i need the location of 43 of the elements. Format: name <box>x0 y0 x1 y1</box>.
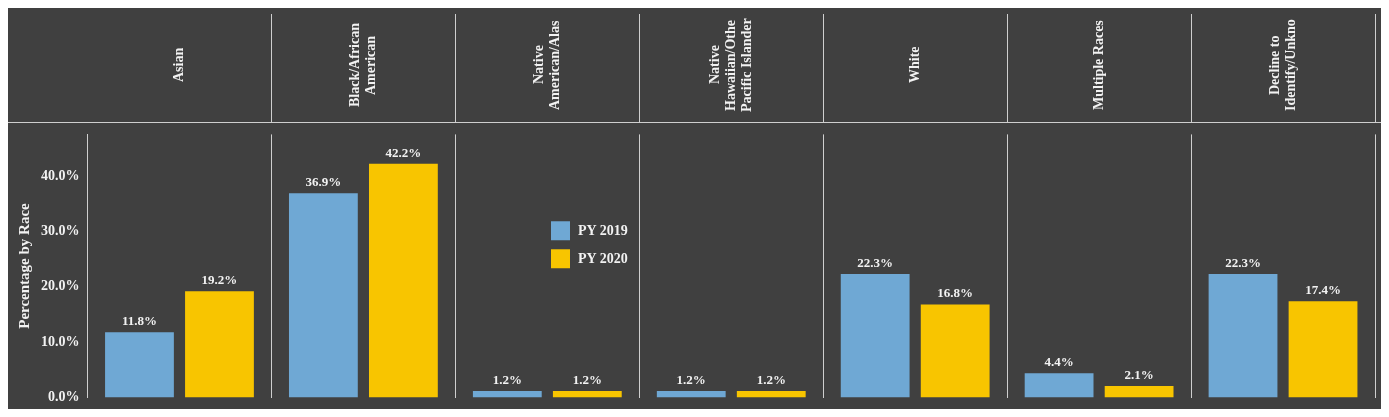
y-tick-label: 40.0% <box>41 167 80 183</box>
bar <box>920 304 990 398</box>
bar <box>105 332 174 398</box>
x-tick-label: Decline to Identify/Unkno <box>1267 18 1299 113</box>
bar <box>552 390 622 398</box>
data-label: 22.3% <box>1225 254 1261 270</box>
bar <box>736 390 806 398</box>
y-tick-label: 30.0% <box>41 222 80 238</box>
data-label: 16.8% <box>937 285 974 301</box>
data-label: 1.2% <box>756 371 786 387</box>
bar <box>1208 274 1278 398</box>
data-label: 17.4% <box>1305 282 1341 298</box>
bar <box>1024 373 1094 398</box>
x-tick-label: Multiple Races <box>1091 19 1108 112</box>
data-label: 1.2% <box>676 371 706 387</box>
data-label: 2.1% <box>1124 366 1154 382</box>
y-tick-label: 10.0% <box>41 333 80 349</box>
x-tick-label: Native American/Alas <box>531 19 564 112</box>
data-label: 19.2% <box>201 272 238 288</box>
data-label: 11.8% <box>121 313 157 329</box>
y-tick-label: 20.0% <box>41 278 80 294</box>
data-label: 1.2% <box>492 371 522 387</box>
y-axis-title: Percentage by Race <box>15 202 32 329</box>
bar <box>472 390 542 398</box>
x-tick-label: Native Hawaiian/Othe Pacific Islander <box>707 17 756 114</box>
bar <box>656 390 726 398</box>
bar <box>1288 301 1358 398</box>
bar <box>288 193 358 398</box>
y-tick-label: 0.0% <box>48 389 80 405</box>
data-label: 22.3% <box>857 254 894 270</box>
x-tick-label: Black/African American <box>347 22 380 109</box>
legend-label: PY 2019 <box>578 222 628 238</box>
bar <box>185 291 254 398</box>
bar <box>368 163 438 398</box>
x-tick-label: Asian <box>171 46 188 85</box>
data-label: 42.2% <box>385 144 422 160</box>
legend-label: PY 2020 <box>578 250 628 266</box>
bar <box>1104 385 1174 398</box>
data-label: 4.4% <box>1044 354 1074 370</box>
data-label: 36.9% <box>305 173 342 189</box>
x-tick-label: White <box>907 45 924 86</box>
bar <box>840 274 910 398</box>
data-label: 1.2% <box>572 371 602 387</box>
